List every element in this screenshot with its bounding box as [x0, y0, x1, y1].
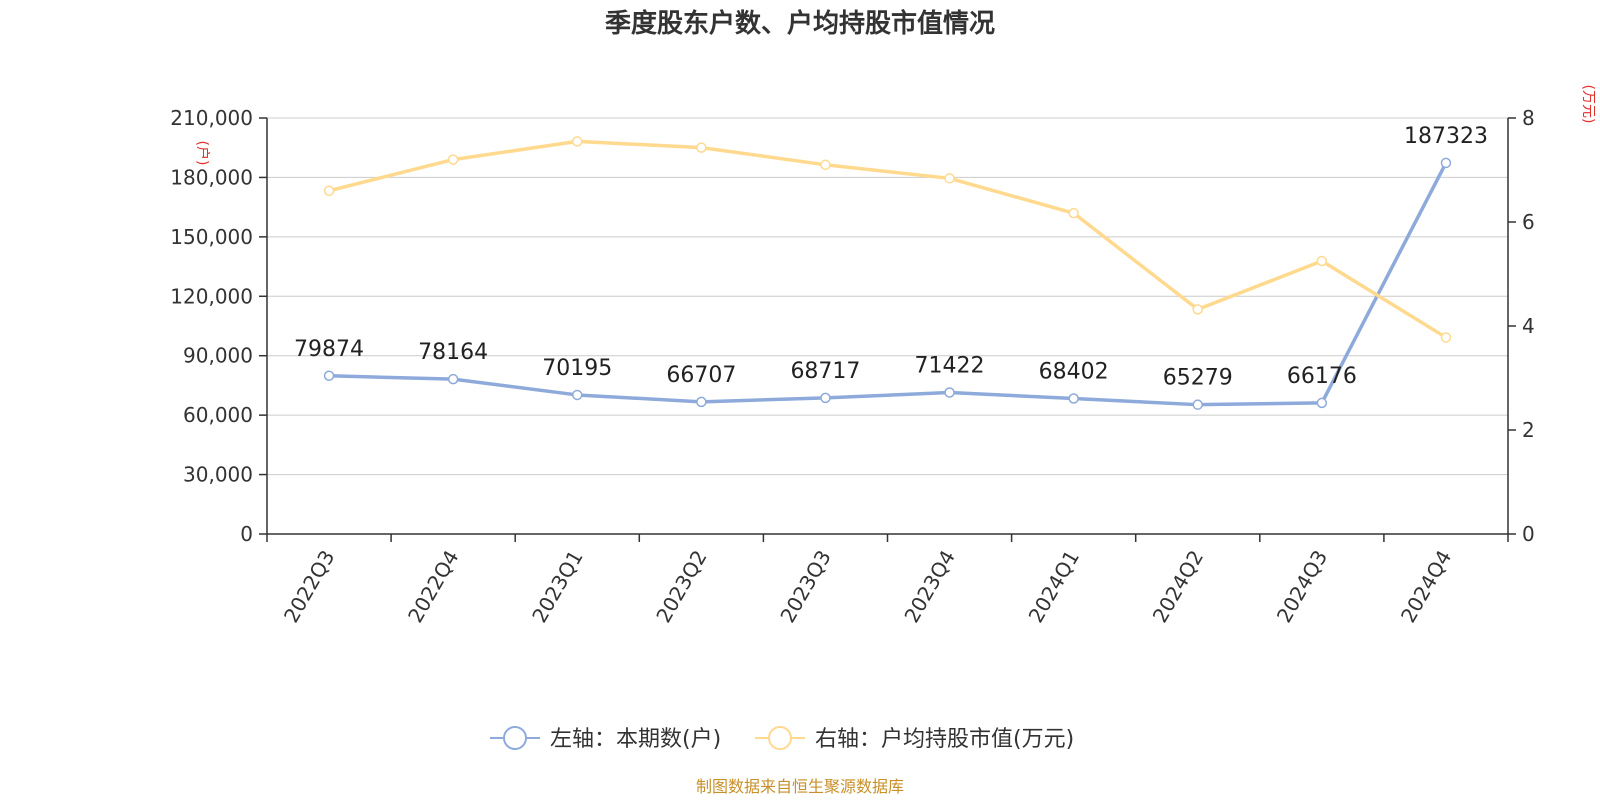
right-tick-label: 8	[1522, 106, 1535, 130]
data-point-left	[447, 373, 459, 385]
data-point-right	[323, 185, 335, 197]
chart-title: 季度股东户数、户均持股市值情况	[605, 8, 995, 39]
data-point-left	[572, 389, 583, 401]
data-point-right	[1440, 332, 1452, 343]
data-point-left	[820, 392, 831, 404]
data-label: 78164	[418, 340, 488, 365]
data-point-left	[696, 396, 707, 408]
data-label: 71422	[915, 354, 985, 379]
right-axis-unit: (万元)	[1580, 85, 1596, 124]
left-tick-label: 0	[240, 522, 253, 546]
x-tick-label: 2023Q3	[775, 546, 835, 627]
data-point-right	[447, 154, 459, 165]
left-axis-unit: (户)	[194, 141, 211, 166]
data-label: 66707	[666, 363, 736, 388]
series-line-left	[329, 162, 1448, 407]
x-tick-label: 2024Q2	[1148, 546, 1208, 627]
data-label: 68402	[1039, 359, 1109, 384]
left-axis-ticks: 0 30,000 60,000 90,000 120,000 150,000 180,000…	[170, 106, 267, 546]
legend-item-right[interactable]: 右轴：户均持股市值(万元)	[755, 726, 1074, 752]
left-tick-label: 30,000	[183, 463, 253, 487]
axes	[266, 118, 1509, 535]
legend-label-left: 左轴：本期数(户)	[550, 727, 721, 752]
data-point-left	[944, 387, 955, 398]
left-tick-label: 90,000	[183, 344, 253, 368]
legend-label-right: 右轴：户均持股市值(万元)	[815, 727, 1074, 752]
x-tick-label: 2024Q4	[1396, 546, 1456, 627]
source-note: 制图数据来自恒生聚源数据库	[696, 777, 904, 796]
data-point-right	[696, 142, 707, 153]
left-tick-label: 180,000	[170, 165, 253, 189]
left-tick-label: 60,000	[183, 403, 253, 427]
data-label: 187323	[1404, 124, 1488, 149]
data-point-right	[1316, 255, 1328, 267]
left-tick-label: 150,000	[170, 225, 253, 249]
data-point-left	[1192, 399, 1203, 410]
series-line-right	[328, 139, 1447, 339]
x-tick-label: 2023Q4	[899, 546, 959, 627]
data-point-left	[1068, 393, 1079, 404]
x-tick-label: 2023Q2	[651, 546, 711, 627]
legend-item-left[interactable]: 左轴：本期数(户)	[490, 726, 721, 752]
x-tick-label: 2022Q4	[403, 546, 463, 627]
data-point-left	[1316, 397, 1328, 409]
x-tick-label: 2022Q3	[279, 546, 339, 627]
data-point-right	[820, 159, 831, 171]
legend-marker-left	[503, 726, 527, 750]
data-label: 65279	[1163, 366, 1233, 391]
data-label: 66176	[1287, 364, 1357, 389]
left-tick-label: 210,000	[170, 106, 253, 130]
data-point-left	[323, 370, 335, 382]
data-labels: 79874 78164 70195 66707 68717 71422 68402 65279…	[294, 124, 1488, 391]
gridlines	[267, 117, 1508, 476]
data-point-right	[572, 136, 583, 147]
x-tick-label: 2024Q1	[1024, 546, 1084, 627]
right-tick-label: 4	[1522, 314, 1535, 338]
data-label: 70195	[542, 356, 612, 381]
data-label: 68717	[790, 359, 860, 384]
x-axis-ticks: 2022Q3 2022Q4 2023Q1 2023Q2 2023Q3 2023Q4 2024…	[266, 534, 1509, 627]
legend: 左轴：本期数(户) 右轴：户均持股市值(万元)	[490, 726, 1074, 752]
right-axis-ticks: 0 2 4 6 8	[1508, 106, 1535, 546]
data-point-right	[944, 173, 955, 184]
series-lines	[323, 136, 1452, 410]
right-tick-label: 2	[1522, 418, 1535, 442]
legend-marker-right	[768, 726, 792, 750]
data-label: 79874	[294, 337, 364, 362]
right-tick-label: 6	[1522, 210, 1535, 234]
data-point-left	[1440, 157, 1452, 169]
left-tick-label: 120,000	[170, 284, 253, 308]
x-tick-label: 2023Q1	[527, 546, 587, 627]
data-point-right	[1068, 207, 1079, 219]
x-tick-label: 2024Q3	[1272, 546, 1332, 627]
right-tick-label: 0	[1522, 522, 1535, 546]
data-point-right	[1192, 304, 1203, 315]
